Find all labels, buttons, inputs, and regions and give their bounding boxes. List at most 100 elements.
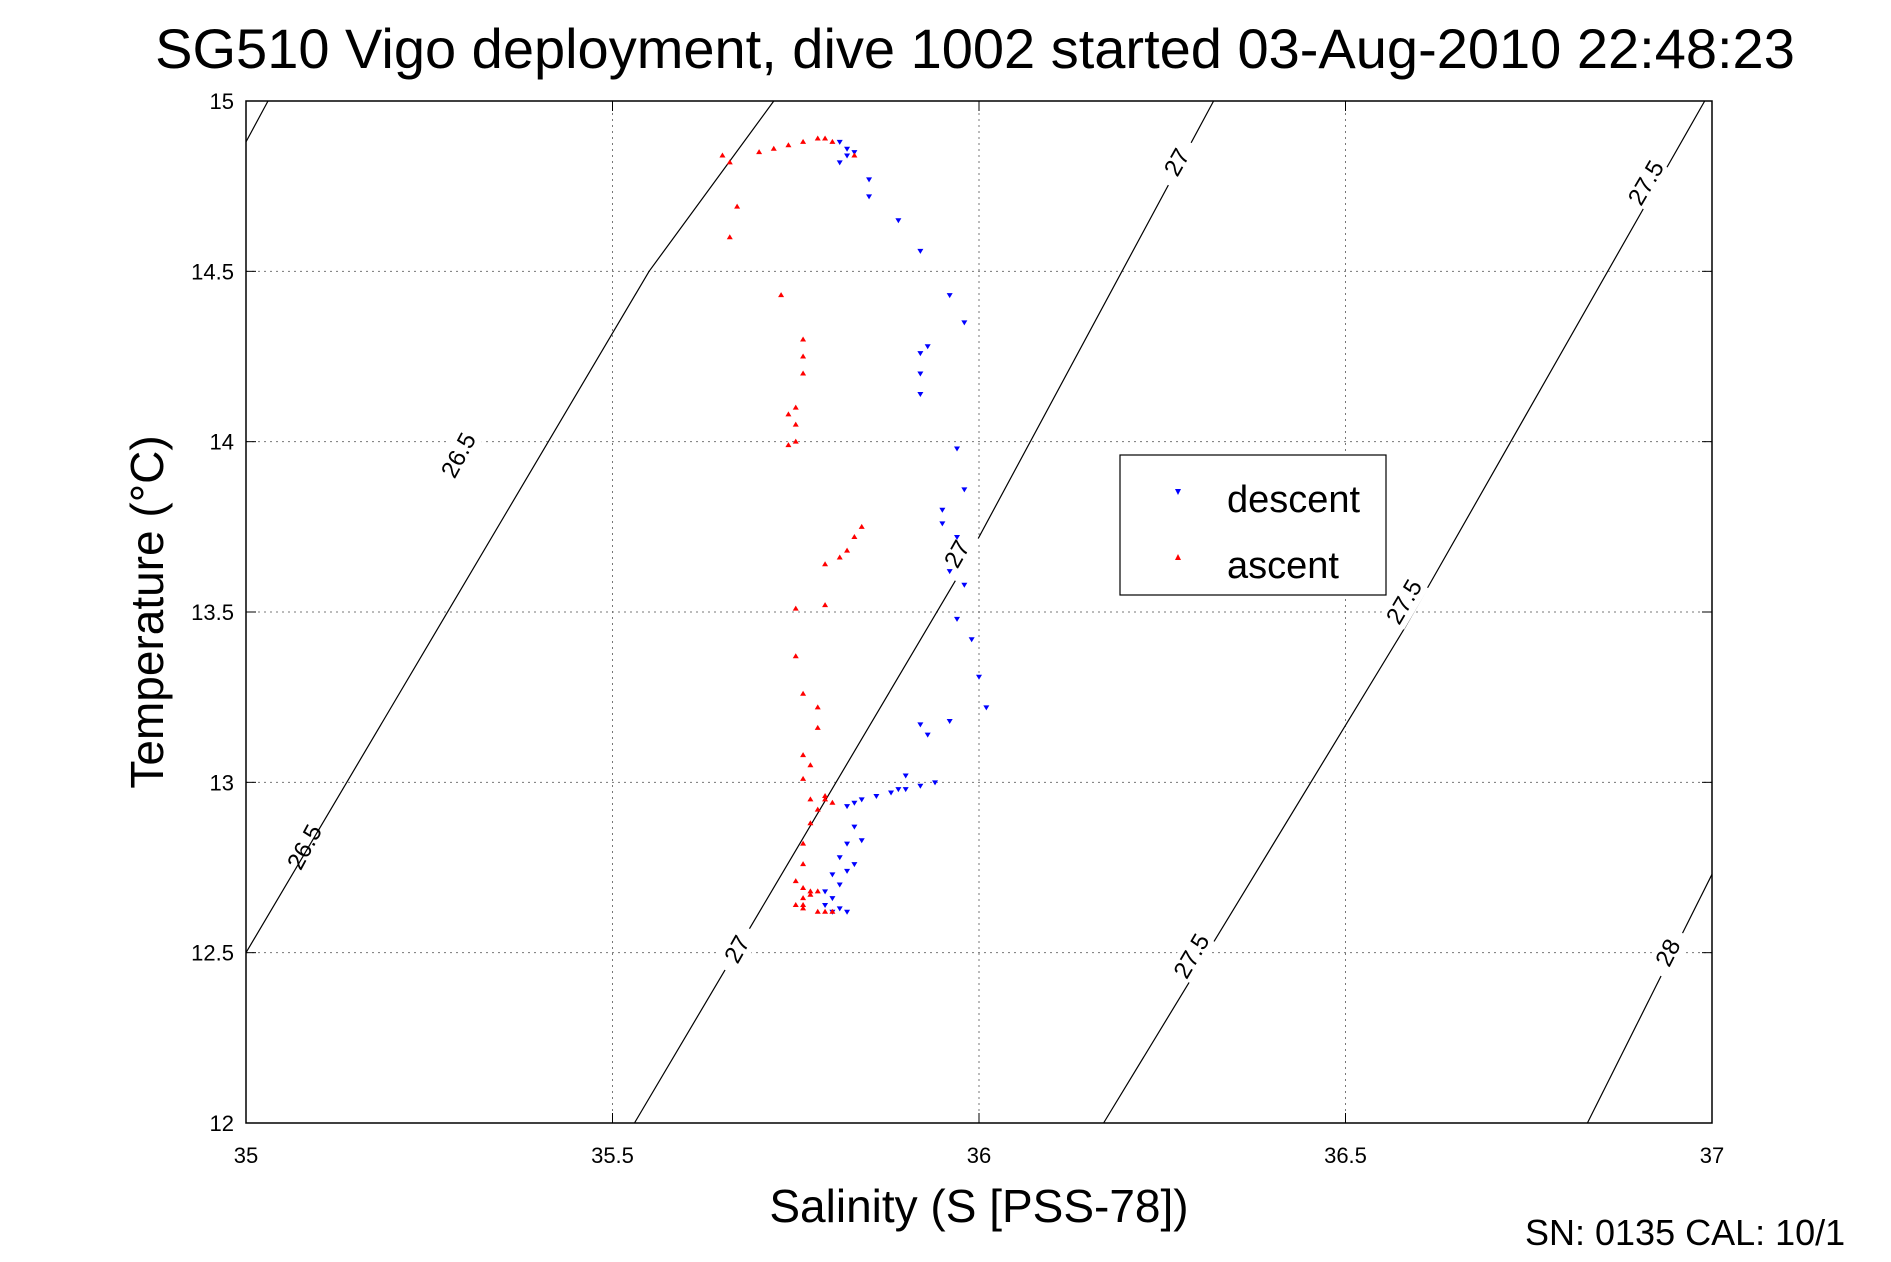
ascent-point — [792, 605, 799, 611]
contour-label-bg — [1379, 573, 1429, 630]
descent-point — [983, 705, 990, 711]
ascent-point — [792, 653, 799, 659]
descent-point — [836, 139, 843, 145]
descent-point — [917, 248, 924, 254]
ascent-point — [822, 792, 829, 798]
ascent-point — [726, 234, 733, 240]
ascent-point — [792, 878, 799, 884]
contour-label-bg — [713, 921, 762, 978]
ascent-point — [800, 901, 807, 907]
ascent-point — [829, 138, 836, 144]
ascent-point — [792, 901, 799, 907]
ascent-point — [800, 775, 807, 781]
x-tick-label: 35.5 — [591, 1143, 634, 1168]
descent-point — [895, 787, 902, 793]
ascent-point — [719, 152, 726, 158]
descent-point — [844, 146, 851, 152]
descent-point — [954, 446, 961, 452]
contour-line — [245, 100, 775, 954]
descent-point — [954, 616, 961, 622]
ascent-point — [814, 908, 821, 914]
ascent-point — [800, 336, 807, 342]
ascent-point — [807, 888, 814, 894]
contour-line — [245, 100, 269, 143]
contour-label: 27.5 — [1381, 575, 1428, 629]
contour-label-bg — [1152, 134, 1201, 191]
ascent-point — [734, 203, 741, 209]
ascent-point — [726, 159, 733, 165]
ascent-point — [822, 602, 829, 608]
ascent-point — [807, 762, 814, 768]
ascent-point — [800, 884, 807, 890]
ascent-point — [829, 908, 836, 914]
ascent-point — [792, 438, 799, 444]
ascent-point — [800, 895, 807, 901]
ascent-point — [814, 724, 821, 730]
ascent-point — [858, 523, 865, 529]
ascent-point — [814, 888, 821, 894]
descent-point — [954, 535, 961, 541]
legend-ascent-marker — [1175, 554, 1181, 560]
ascent-point — [800, 138, 807, 144]
ascent-point — [800, 905, 807, 911]
ascent-point — [800, 370, 807, 376]
descent-point — [873, 793, 880, 799]
ascent-point — [770, 145, 777, 151]
descent-point — [939, 521, 946, 527]
contour-label: 26.5 — [436, 429, 482, 483]
ascent-point — [800, 861, 807, 867]
descent-point — [946, 719, 953, 725]
chart-title: SG510 Vigo deployment, dive 1002 started… — [155, 17, 1795, 80]
descent-point — [844, 909, 851, 915]
descent-point — [968, 637, 975, 643]
ascent-point — [792, 421, 799, 427]
contour-label: 26.5 — [282, 820, 328, 874]
grid — [246, 101, 1712, 1123]
descent-point — [851, 800, 858, 806]
contour-label-bg — [933, 526, 982, 582]
descent-point — [961, 320, 968, 326]
descent-point — [844, 841, 851, 847]
descent-point — [895, 218, 902, 224]
descent-point — [858, 797, 865, 803]
y-tick-label: 12 — [210, 1111, 234, 1136]
descent-point — [946, 293, 953, 299]
descent-point — [866, 177, 873, 183]
ascent-point — [814, 704, 821, 710]
contour-label: 27.5 — [1623, 156, 1670, 210]
descent-point — [844, 153, 851, 159]
descent-point — [917, 722, 924, 728]
ascent-point — [785, 142, 792, 148]
x-tick-label: 36 — [967, 1143, 991, 1168]
ascent-point — [800, 752, 807, 758]
ascent-point — [836, 554, 843, 560]
ascent-point — [829, 799, 836, 805]
descent-point — [924, 344, 931, 350]
descent-point — [822, 902, 829, 908]
ascent-point — [800, 353, 807, 359]
ascent-point — [807, 796, 814, 802]
legend-descent-label: descent — [1227, 479, 1361, 521]
descent-point — [829, 896, 836, 902]
ascent-point — [844, 547, 851, 553]
legend-descent-marker — [1175, 489, 1181, 495]
descent-point — [836, 855, 843, 861]
descent-point — [902, 787, 909, 793]
descent-point — [917, 391, 924, 397]
descent-point — [888, 790, 895, 796]
descent-point — [844, 868, 851, 874]
ascent-point — [807, 820, 814, 826]
descent-point — [939, 507, 946, 513]
descent-point — [976, 674, 982, 680]
ascent-point — [756, 149, 763, 155]
y-axis-label: Temperature (°C) — [121, 435, 173, 788]
ascent-point — [800, 840, 807, 846]
y-tick-label: 14.5 — [191, 259, 234, 284]
descent-point — [924, 732, 931, 738]
serial-calibration-text: SN: 0135 CAL: 10/1 — [1525, 1212, 1845, 1253]
ascent-point — [822, 135, 829, 141]
legend-box — [1119, 454, 1387, 596]
y-tick-label: 14 — [210, 430, 234, 455]
ascent-point — [822, 561, 829, 567]
ascent-point — [814, 135, 821, 141]
